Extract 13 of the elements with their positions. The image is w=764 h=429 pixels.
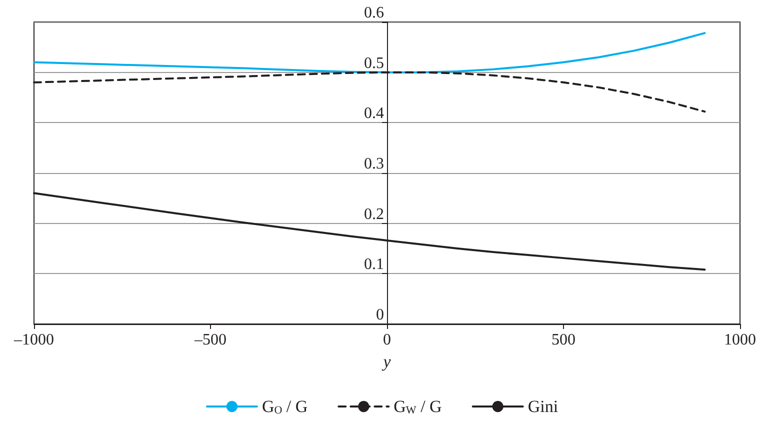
y-tick-label: 0.6	[364, 4, 384, 22]
x-tick-label: –1000	[13, 332, 54, 348]
y-tick-label: 0.3	[364, 156, 384, 172]
x-tick-label: –500	[194, 332, 226, 348]
x-tick-label: 1000	[724, 332, 756, 348]
legend-label: Gini	[528, 397, 558, 416]
y-tick-label: 0	[376, 306, 384, 324]
y-tick-label: 0.5	[364, 54, 384, 72]
x-tick-label: 500	[552, 332, 576, 348]
y-tick-label: 0.1	[364, 256, 384, 274]
y-tick-label: 0.4	[364, 105, 384, 122]
x-axis-title: y	[381, 352, 392, 371]
y-tick-label: 0.2	[364, 206, 384, 223]
